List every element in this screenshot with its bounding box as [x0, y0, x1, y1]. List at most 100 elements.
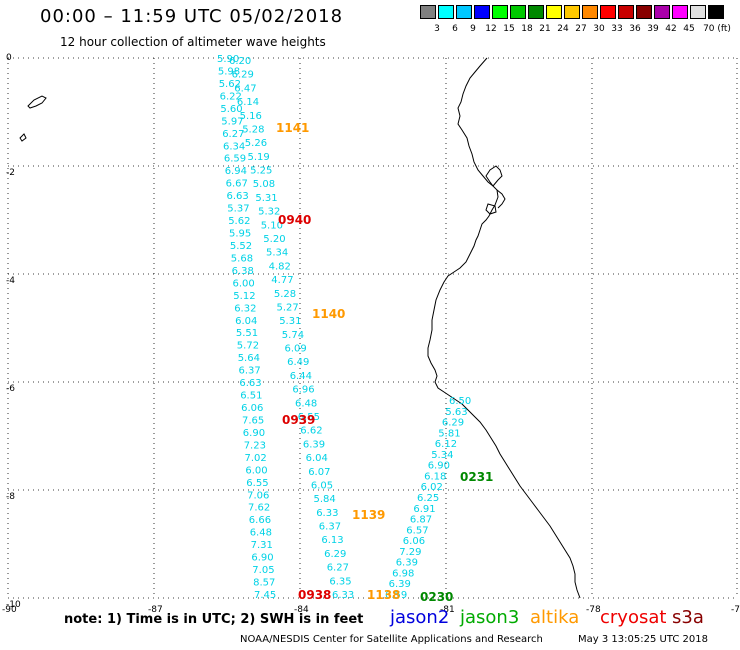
lon-label: -87	[148, 605, 163, 615]
swh-value: 6.66	[249, 515, 271, 526]
swh-value: 5.90	[217, 54, 239, 65]
swh-value: 7.05	[252, 565, 274, 576]
swh-value: 6.06	[403, 536, 425, 547]
map-subtitle: 12 hour collection of altimeter wave hei…	[60, 35, 326, 49]
legend-label: 45	[683, 24, 695, 34]
swh-value: 6.25	[417, 493, 439, 504]
legend-label: 70 (ft)	[703, 24, 731, 34]
swh-value: 5.95	[229, 229, 251, 240]
legend-swatch	[510, 5, 526, 19]
legend-label: 6	[452, 24, 458, 34]
swh-value: 6.37	[319, 522, 341, 533]
swh-value: 5.25	[250, 166, 272, 177]
legend-label: 21	[539, 24, 551, 34]
lon-label: -78	[586, 605, 601, 615]
swh-value: 6.07	[308, 467, 330, 478]
swh-value: 5.64	[238, 353, 260, 364]
lat-label: 0	[6, 53, 12, 63]
pass-time-label: 1139	[352, 508, 385, 522]
pass-time-label: 0938	[298, 588, 331, 602]
credit-text: NOAA/NESDIS Center for Satellite Applica…	[240, 634, 543, 645]
swh-value: 6.59	[385, 590, 407, 601]
swh-value: 6.87	[410, 515, 432, 526]
swh-value: 5.74	[282, 330, 304, 341]
timestamp-text: May 3 13:05:25 UTC 2018	[578, 634, 708, 645]
lat-label: -4	[6, 276, 15, 286]
legend-label: 3	[434, 24, 440, 34]
swh-value: 5.98	[218, 67, 240, 78]
legend-label: 24	[557, 24, 569, 34]
swh-value: 6.13	[321, 535, 343, 546]
pass-time-label: 0940	[278, 213, 311, 227]
swh-value: 7.29	[399, 547, 421, 558]
galapagos-island-2	[19, 133, 27, 142]
legend-swatch	[618, 5, 634, 19]
swh-value: 6.50	[449, 396, 471, 407]
satellite-name: jason3	[460, 607, 520, 628]
swh-value: 6.55	[298, 412, 320, 423]
pass-time-label: 1138	[367, 588, 400, 602]
pass-time-label: 0939	[282, 413, 315, 427]
swh-value: 6.05	[311, 481, 333, 492]
legend-swatch	[600, 5, 616, 19]
swh-value: 6.33	[332, 590, 354, 601]
legend-swatch	[474, 5, 490, 19]
lon-label: -75	[731, 605, 740, 615]
swh-value: 6.63	[239, 378, 261, 389]
altimeter-tracks: 5.905.985.626.225.605.976.276.346.596.94…	[217, 54, 471, 601]
swh-value: 5.34	[266, 248, 288, 259]
swh-value: 5.34	[431, 450, 453, 461]
swh-value: 5.32	[258, 207, 280, 218]
satellite-name: s3a	[672, 607, 704, 628]
swh-value: 5.84	[314, 494, 336, 505]
swh-value: 6.35	[329, 576, 351, 587]
swh-value: 7.45	[254, 590, 276, 601]
swh-value: 5.08	[253, 179, 275, 190]
legend-swatch	[654, 5, 670, 19]
swh-value: 6.39	[396, 558, 418, 569]
swh-value: 5.20	[263, 234, 285, 245]
swh-value: 6.49	[287, 357, 309, 368]
swh-value: 5.81	[438, 428, 460, 439]
pass-time-label: 1140	[312, 307, 345, 321]
swh-value: 6.67	[226, 179, 248, 190]
swh-value: 6.22	[220, 91, 242, 102]
axis-labels: -90 -87 -84 -81 -78 -75 0 -2 -4 -6 -8 -10	[2, 53, 740, 615]
swh-value: 7.23	[244, 440, 266, 451]
swh-value: 5.51	[236, 328, 258, 339]
swh-value: 6.29	[324, 549, 346, 560]
swh-value: 6.48	[250, 528, 272, 539]
swh-value: 7.02	[245, 453, 267, 464]
swh-value: 5.16	[240, 111, 262, 122]
swh-value: 5.26	[245, 138, 267, 149]
swh-value: 7.06	[247, 490, 269, 501]
swh-value: 6.59	[224, 154, 246, 165]
legend-swatch	[492, 5, 508, 19]
swh-value: 5.52	[230, 241, 252, 252]
legend-swatch	[438, 5, 454, 19]
swh-value: 6.44	[290, 371, 312, 382]
swh-value: 6.63	[227, 191, 249, 202]
legend-swatch	[672, 5, 688, 19]
legend-swatch	[546, 5, 562, 19]
swh-value: 6.94	[225, 166, 247, 177]
swh-value: 5.62	[219, 79, 241, 90]
legend-label: 27	[575, 24, 587, 34]
swh-value: 6.00	[233, 278, 255, 289]
swh-value: 6.55	[246, 478, 268, 489]
puna-island	[485, 203, 497, 215]
swh-value: 7.62	[248, 503, 270, 514]
swh-value: 5.97	[221, 116, 243, 127]
swh-value: 6.98	[392, 568, 414, 579]
swh-value: 5.72	[237, 341, 259, 352]
swh-value: 6.09	[285, 344, 307, 355]
legend-swatch	[636, 5, 652, 19]
swh-value: 6.90	[428, 461, 450, 472]
legend-label: 9	[470, 24, 476, 34]
swh-value: 4.82	[269, 261, 291, 272]
swh-value: 6.12	[435, 439, 457, 450]
swh-value: 4.77	[271, 275, 293, 286]
lat-label: -8	[6, 492, 15, 502]
swh-value: 6.32	[234, 303, 256, 314]
